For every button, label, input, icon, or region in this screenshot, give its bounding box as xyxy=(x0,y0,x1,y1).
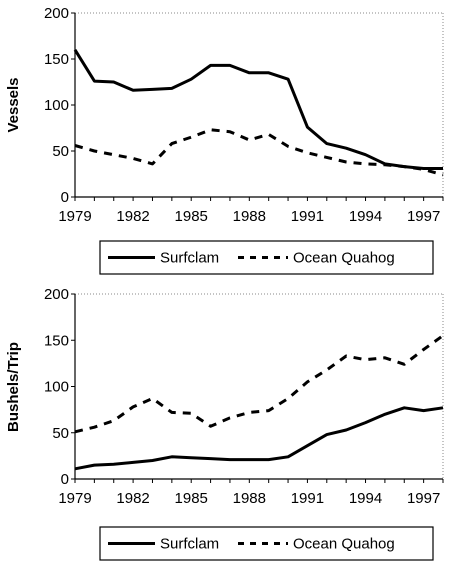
y-tick-label: 200 xyxy=(44,5,69,22)
y-tick-label: 100 xyxy=(44,97,69,114)
x-tick-label: 1979 xyxy=(58,490,91,507)
x-tick-label: 1997 xyxy=(407,490,440,507)
chart-panel-2: 0 50 100 150 200 1979 1982 1985 1988 1991 1994 1997… xyxy=(5,286,444,561)
y-tick-label: 100 xyxy=(44,379,69,396)
x-tick-label: 1985 xyxy=(175,490,208,507)
y-axis-label: Bushels/Trip xyxy=(5,342,22,432)
y-tick-label: 150 xyxy=(44,332,69,349)
y-axis-label: Vessels xyxy=(5,77,22,132)
chart-panel-1: 0 50 100 150 200 1979 1982 1985 1988 1991 1994 1997… xyxy=(5,5,444,275)
series-line-surfclam xyxy=(73,49,443,170)
x-tick-label: 1982 xyxy=(116,490,149,507)
legend-label-ocean-quahog: Ocean Quahog xyxy=(293,536,395,553)
y-tick-label: 50 xyxy=(52,425,69,442)
x-tick-label: 1985 xyxy=(175,208,208,225)
x-tick-label: 1979 xyxy=(58,208,91,225)
series-line-surfclam xyxy=(74,406,444,471)
y-tick-label: 50 xyxy=(52,143,69,160)
legend-label-surfclam: Surfclam xyxy=(160,250,219,267)
x-tick-label: 1988 xyxy=(233,490,266,507)
legend-label-ocean-quahog: Ocean Quahog xyxy=(293,250,395,267)
y-tick-label: 150 xyxy=(44,51,69,68)
y-tick-label: 0 xyxy=(61,471,69,488)
x-tick-label: 1982 xyxy=(116,208,149,225)
series-line-ocean-quahog xyxy=(74,334,444,434)
legend: Surfclam Ocean Quahog xyxy=(99,526,434,561)
y-tick-label: 200 xyxy=(44,286,69,303)
y-tick-label: 0 xyxy=(61,189,69,206)
x-tick-label: 1997 xyxy=(407,208,440,225)
x-tick-label: 1988 xyxy=(233,208,266,225)
x-tick-label: 1991 xyxy=(291,490,324,507)
x-tick-label: 1994 xyxy=(349,490,382,507)
x-tick-label: 1994 xyxy=(349,208,382,225)
legend-label-surfclam: Surfclam xyxy=(160,536,219,553)
series-line-ocean-quahog xyxy=(74,128,444,177)
legend: Surfclam Ocean Quahog xyxy=(99,240,434,275)
x-tick-label: 1991 xyxy=(291,208,324,225)
